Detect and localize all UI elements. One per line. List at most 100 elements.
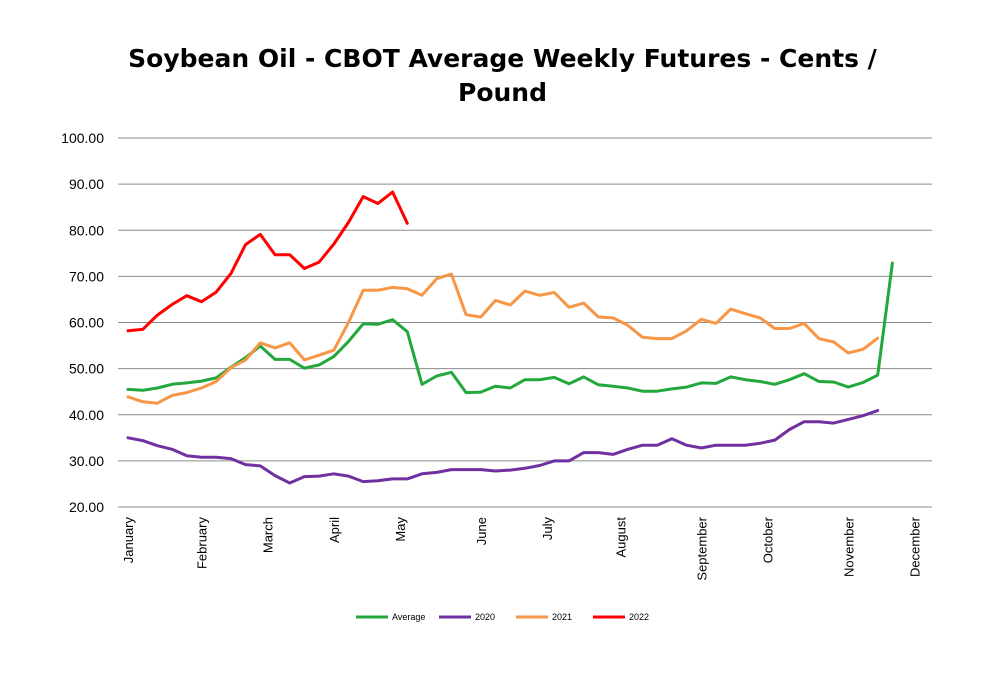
data-point <box>700 447 702 449</box>
data-point <box>686 444 688 446</box>
data-point <box>803 421 805 423</box>
data-point <box>259 465 261 467</box>
data-point <box>274 347 276 349</box>
data-point <box>303 476 305 478</box>
data-point <box>715 322 717 324</box>
data-point <box>597 384 600 386</box>
data-point <box>274 254 276 256</box>
data-point <box>200 456 203 458</box>
data-point <box>215 456 217 458</box>
data-point <box>509 304 511 306</box>
data-point <box>347 340 350 342</box>
data-point <box>465 392 467 394</box>
data-point <box>377 480 379 482</box>
data-point <box>583 376 585 378</box>
data-point <box>156 314 158 316</box>
data-point <box>715 444 717 446</box>
data-point <box>671 338 673 340</box>
data-point <box>421 473 423 475</box>
data-point <box>862 415 864 417</box>
data-point <box>377 202 379 205</box>
data-point <box>759 317 761 319</box>
series-2022 <box>126 190 409 333</box>
x-tick-label: October <box>760 516 775 563</box>
x-tick-label: April <box>327 517 342 543</box>
data-point <box>392 286 394 288</box>
data-point <box>362 481 364 483</box>
data-point <box>392 478 394 480</box>
data-point <box>274 475 276 477</box>
data-point <box>127 437 129 439</box>
data-point <box>744 444 747 446</box>
data-point <box>494 385 497 387</box>
x-tick-label: January <box>121 517 136 564</box>
data-point <box>509 469 511 471</box>
data-point <box>686 330 688 332</box>
data-point <box>862 348 864 350</box>
data-point <box>671 388 673 390</box>
series-2020 <box>126 409 880 485</box>
data-point <box>392 191 394 193</box>
data-point <box>862 381 864 384</box>
data-point <box>877 337 879 339</box>
data-point <box>215 291 217 293</box>
data-point <box>289 254 291 256</box>
data-point <box>730 376 732 378</box>
x-tick-label: December <box>907 516 922 577</box>
data-point <box>245 464 247 466</box>
data-point <box>818 338 820 340</box>
data-point <box>788 379 791 381</box>
data-point <box>568 460 570 462</box>
data-point <box>421 383 423 385</box>
data-point <box>509 387 511 389</box>
data-point <box>730 308 732 310</box>
data-point <box>671 438 673 440</box>
legend-item-2021: 2021 <box>516 612 572 622</box>
data-point <box>568 306 570 308</box>
data-point <box>436 471 438 473</box>
data-point <box>612 453 614 455</box>
series-2021 <box>126 272 880 405</box>
data-point <box>597 452 600 454</box>
data-point <box>347 475 350 477</box>
x-tick-label: November <box>841 516 856 577</box>
y-tick-label: 20.00 <box>69 499 104 515</box>
data-point <box>171 448 173 450</box>
legend: Average 2020 2021 2022 <box>356 612 649 622</box>
data-point <box>847 418 849 420</box>
data-point <box>568 383 570 385</box>
data-point <box>774 383 776 385</box>
data-point <box>612 317 614 319</box>
data-point <box>553 376 555 378</box>
data-point <box>597 316 600 318</box>
data-point <box>171 303 173 306</box>
series-line <box>126 409 880 485</box>
chart-title-line-1: Soybean Oil - CBOT Average Weekly Future… <box>128 44 877 73</box>
series-lines <box>126 190 894 485</box>
data-point <box>303 267 305 270</box>
data-point <box>347 321 350 324</box>
data-point <box>494 299 497 301</box>
data-point <box>333 356 335 358</box>
y-tick-label: 90.00 <box>69 176 104 192</box>
data-point <box>833 422 835 424</box>
data-point <box>524 290 526 292</box>
data-point <box>318 364 320 366</box>
data-point <box>186 455 188 457</box>
data-point <box>127 396 129 398</box>
data-point <box>818 380 820 383</box>
data-point <box>450 273 452 275</box>
data-point <box>156 445 158 447</box>
data-point <box>788 428 791 431</box>
x-tick-label: August <box>613 517 628 558</box>
data-point <box>818 421 820 423</box>
data-point <box>200 301 203 303</box>
legend-label: Average <box>392 612 425 622</box>
data-point <box>303 359 305 361</box>
data-point <box>303 367 305 369</box>
data-point <box>274 358 276 360</box>
y-tick-label: 30.00 <box>69 453 104 469</box>
data-point <box>318 354 320 356</box>
data-point <box>494 470 497 472</box>
